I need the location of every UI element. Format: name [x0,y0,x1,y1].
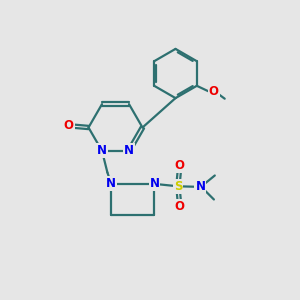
Text: N: N [195,180,206,194]
Text: N: N [149,177,160,190]
Text: N: N [106,177,116,190]
Text: S: S [174,180,182,193]
Text: O: O [64,118,74,132]
Text: N: N [124,144,134,158]
Text: O: O [208,85,219,98]
Text: N: N [97,144,107,158]
Text: O: O [174,200,184,213]
Text: O: O [174,159,184,172]
